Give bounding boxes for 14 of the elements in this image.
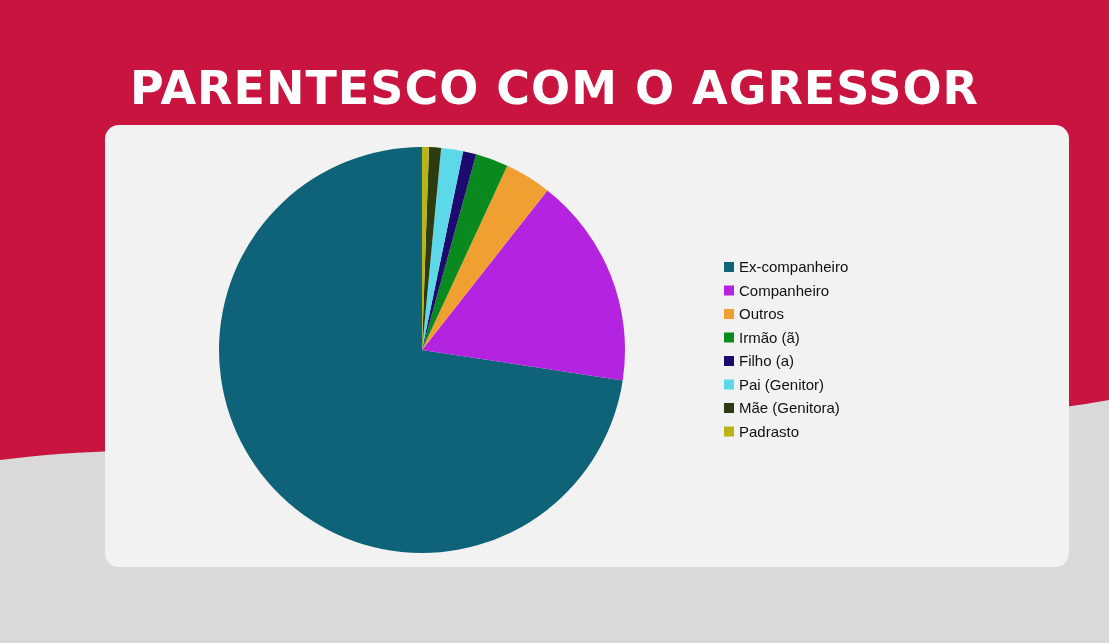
pie-slice — [422, 147, 464, 350]
legend-label: Irmão (ã) — [739, 328, 800, 346]
legend-label: Outros — [739, 305, 785, 322]
pie-slice — [422, 154, 508, 350]
legend-label: Padrasto — [739, 422, 800, 440]
legend-label: Pai (Genitor) — [739, 375, 825, 393]
legend-label: Filho (a) — [739, 352, 795, 369]
legend-label: Ex-companheiro — [739, 258, 849, 275]
legend-label: Mãe (Genitora) — [739, 399, 840, 416]
legend-label: Companheiro — [739, 281, 830, 299]
pie-slice — [422, 165, 548, 350]
pie-slice — [219, 147, 623, 553]
chart-title: PARENTESCO COM O AGRESSOR — [130, 61, 979, 115]
pie-slice — [422, 190, 625, 381]
